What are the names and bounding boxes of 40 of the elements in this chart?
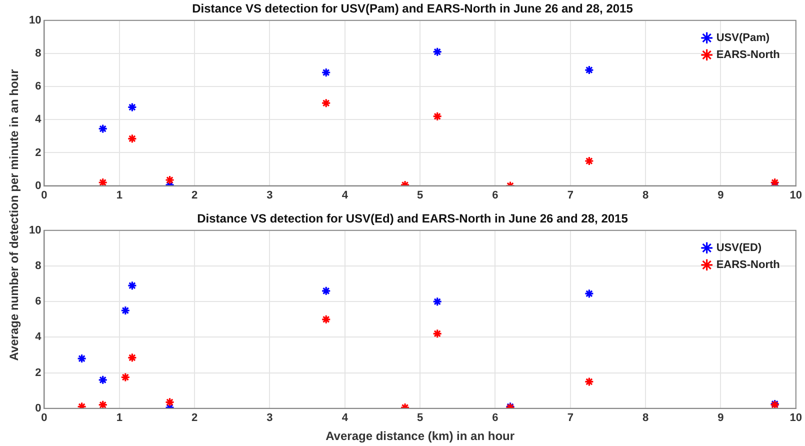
legend-label: EARS-North <box>716 258 780 271</box>
x-tick-label: 10 <box>790 412 802 424</box>
y-tick-label: 10 <box>28 224 42 236</box>
x-tick-label: 2 <box>192 189 198 202</box>
legend-label: USV(ED) <box>716 242 762 254</box>
x-tick-label: 9 <box>718 189 724 202</box>
y-tick-label: 6 <box>35 80 42 93</box>
y-tick-label: 4 <box>35 331 42 344</box>
x-tick-label: 10 <box>790 189 802 202</box>
x-tick-label: 1 <box>116 189 122 202</box>
x-tick-label: 1 <box>116 412 122 424</box>
x-tick-label: 9 <box>718 412 724 424</box>
x-tick-label: 3 <box>266 189 273 202</box>
y-tick-label: 0 <box>35 402 42 414</box>
legend-label: USV(Pam) <box>716 32 770 44</box>
x-tick-label: 4 <box>342 412 349 424</box>
legend-label: EARS-North <box>716 48 780 61</box>
x-tick-label: 8 <box>642 189 649 202</box>
y-tick-label: 0 <box>35 180 42 192</box>
x-tick-label: 7 <box>567 412 574 424</box>
y-tick-label: 8 <box>35 48 42 60</box>
x-axis-title: Average distance (km) in an hour <box>326 429 515 444</box>
x-tick-label: 2 <box>192 412 198 424</box>
y-tick-label: 6 <box>35 296 42 308</box>
y-tick-label: 10 <box>28 14 42 26</box>
x-tick-label: 4 <box>342 189 349 202</box>
y-tick-label: 4 <box>35 114 42 126</box>
x-tick-label: 5 <box>416 189 424 202</box>
x-tick-label: 5 <box>416 412 424 424</box>
x-tick-label: 7 <box>567 189 574 202</box>
chart-title: Distance VS detection for USV(Ed) and EARS-North in June 26 and 28, 2015 <box>197 212 628 226</box>
x-tick-label: 8 <box>642 412 649 424</box>
y-tick-label: 2 <box>35 146 42 159</box>
x-tick-label: 6 <box>492 412 498 424</box>
x-tick-label: 6 <box>492 189 498 202</box>
y-tick-label: 2 <box>35 366 42 379</box>
y-axis-title: Average number of detection per minute in an hour <box>7 69 21 361</box>
chart-title: Distance VS detection for USV(Pam) and EARS-North in June 26 and 28, 2015 <box>192 2 634 16</box>
y-tick-label: 8 <box>35 260 42 272</box>
x-tick-label: 3 <box>266 412 273 424</box>
